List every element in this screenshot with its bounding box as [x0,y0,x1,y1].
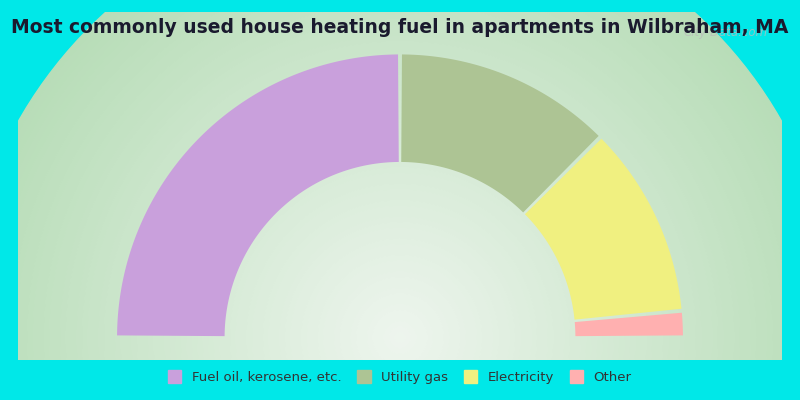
Polygon shape [246,184,554,400]
Polygon shape [525,139,682,320]
Polygon shape [159,96,641,400]
Polygon shape [137,74,663,400]
Polygon shape [230,168,570,400]
Polygon shape [98,36,702,400]
Polygon shape [170,107,630,400]
Polygon shape [574,313,683,336]
Polygon shape [302,239,498,400]
Polygon shape [164,102,636,400]
Polygon shape [121,58,679,400]
Polygon shape [225,162,575,400]
Polygon shape [290,228,510,400]
Polygon shape [33,0,767,400]
Polygon shape [198,134,603,400]
Polygon shape [192,129,608,400]
Polygon shape [334,272,466,400]
Polygon shape [71,8,729,400]
Polygon shape [383,321,417,354]
Polygon shape [50,0,751,400]
Legend: Fuel oil, kerosene, etc., Utility gas, Electricity, Other: Fuel oil, kerosene, etc., Utility gas, E… [168,370,632,384]
Polygon shape [285,222,515,400]
Polygon shape [329,266,471,400]
Polygon shape [104,41,696,400]
Polygon shape [154,91,646,400]
Polygon shape [142,80,658,400]
Polygon shape [181,118,619,400]
Polygon shape [269,206,531,400]
Polygon shape [117,54,398,336]
Polygon shape [16,0,784,400]
Polygon shape [6,0,794,400]
Polygon shape [202,140,598,400]
Polygon shape [356,294,444,381]
Text: City-Data.com: City-Data.com [684,26,768,39]
Polygon shape [175,113,625,400]
Polygon shape [214,151,586,400]
Polygon shape [235,173,565,400]
Polygon shape [27,0,773,400]
Polygon shape [115,52,685,400]
Polygon shape [208,146,592,400]
Polygon shape [296,233,504,400]
Polygon shape [38,0,762,400]
Polygon shape [66,3,734,400]
Polygon shape [252,189,548,400]
Polygon shape [307,244,493,400]
Polygon shape [186,124,614,400]
Polygon shape [22,0,778,400]
Polygon shape [373,310,427,365]
Polygon shape [148,85,652,400]
Polygon shape [318,255,482,400]
Polygon shape [402,54,598,212]
Polygon shape [126,63,674,400]
Polygon shape [394,332,406,343]
Polygon shape [312,250,488,400]
Polygon shape [11,0,790,400]
Polygon shape [263,200,537,400]
Polygon shape [367,304,433,370]
Polygon shape [110,47,690,400]
Polygon shape [44,0,756,400]
Polygon shape [389,326,411,348]
Polygon shape [131,69,669,400]
Polygon shape [60,0,740,400]
Polygon shape [350,288,450,387]
Polygon shape [258,195,542,400]
Polygon shape [279,217,521,400]
Polygon shape [274,211,526,400]
Polygon shape [345,282,455,392]
Polygon shape [87,25,713,400]
Polygon shape [323,261,477,400]
Polygon shape [77,14,723,400]
Polygon shape [219,156,581,400]
Polygon shape [241,178,559,400]
Polygon shape [93,30,707,400]
Polygon shape [362,299,438,376]
Text: Most commonly used house heating fuel in apartments in Wilbraham, MA: Most commonly used house heating fuel in… [11,18,789,37]
Polygon shape [340,277,460,398]
Polygon shape [54,0,746,400]
Polygon shape [378,316,422,359]
Polygon shape [82,20,718,400]
